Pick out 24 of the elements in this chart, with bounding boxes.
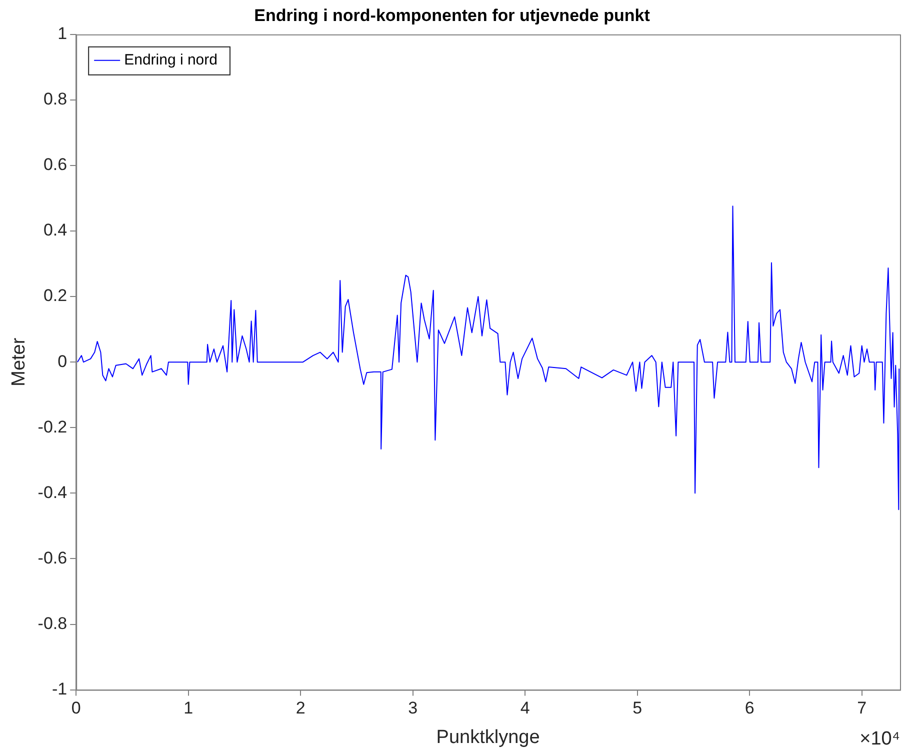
chart-title: Endring i nord-komponenten for utjevnede punkt bbox=[254, 6, 650, 25]
x-tick-label: 7 bbox=[857, 698, 867, 718]
y-tick-label: 0 bbox=[58, 352, 68, 371]
y-tick-label: 0.8 bbox=[43, 90, 68, 109]
x-tick-label: 5 bbox=[632, 698, 642, 718]
y-tick-label: 0.4 bbox=[43, 220, 68, 240]
x-tick-label: 6 bbox=[744, 698, 754, 718]
y-tick-label: -0.2 bbox=[38, 417, 68, 436]
y-tick-label: -0.6 bbox=[38, 548, 68, 568]
x-tick-label: 4 bbox=[520, 698, 530, 718]
y-tick-label: 0.6 bbox=[43, 155, 68, 174]
x-axis-title: Punktklynge bbox=[436, 726, 540, 748]
x-tick-label: 0 bbox=[71, 698, 81, 718]
y-tick-label: 0.2 bbox=[43, 286, 68, 306]
y-tick-label: 1 bbox=[58, 24, 68, 44]
x-tick-label: 2 bbox=[296, 698, 306, 718]
y-axis-title: Meter bbox=[8, 337, 30, 386]
y-tick-label: -1 bbox=[52, 679, 68, 698]
text: ×10⁴ bbox=[860, 728, 900, 750]
legend-label: Endring i nord bbox=[124, 52, 218, 69]
y-tick-label: -0.4 bbox=[38, 482, 68, 502]
y-tick-label: -0.8 bbox=[38, 614, 68, 633]
x-tick-label: 1 bbox=[184, 698, 194, 718]
x-tick-label: 3 bbox=[408, 698, 418, 718]
